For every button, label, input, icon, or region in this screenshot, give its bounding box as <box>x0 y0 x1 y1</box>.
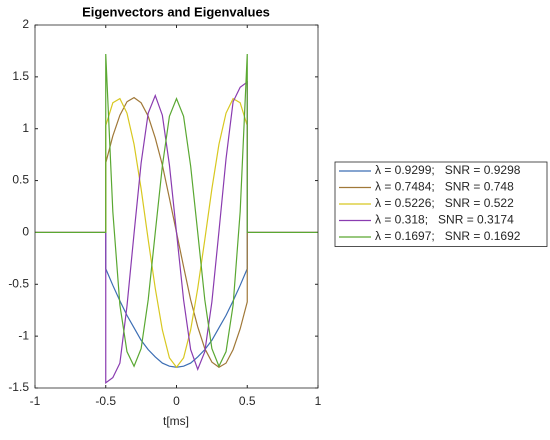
legend-label: λ = 0.318; SNR = 0.3174 <box>375 213 514 227</box>
chart-title: Eigenvectors and Eigenvalues <box>82 4 270 19</box>
legend-label: λ = 0.7484; SNR = 0.748 <box>375 180 514 194</box>
x-tick-label: 0.5 <box>239 394 256 408</box>
legend-box <box>334 161 548 247</box>
legend-label: λ = 0.9299; SNR = 0.9298 <box>375 163 521 177</box>
data-line <box>35 54 318 368</box>
x-tick-label: -0.5 <box>95 394 116 408</box>
legend-label: λ = 0.1697; SNR = 0.1692 <box>375 229 521 243</box>
y-tick-label: 2 <box>22 17 29 31</box>
y-tick-label: 0 <box>22 225 29 239</box>
plot-area <box>35 25 318 388</box>
data-line <box>35 80 318 384</box>
y-tick-label: 1.5 <box>12 69 29 83</box>
y-tick-label: -1 <box>18 328 29 342</box>
y-tick-label: -0.5 <box>8 276 29 290</box>
axes-box <box>34 24 319 389</box>
y-tick-label: 0.5 <box>12 173 29 187</box>
x-tick-label: 0 <box>173 394 180 408</box>
legend-label: λ = 0.5226; SNR = 0.522 <box>375 196 514 210</box>
x-axis-label: t[ms] <box>163 414 189 428</box>
data-line <box>35 97 318 369</box>
y-tick-label: 1 <box>22 121 29 135</box>
x-tick-label: -1 <box>30 394 41 408</box>
y-tick-label: -1.5 <box>8 380 29 394</box>
x-tick-label: 1 <box>315 394 322 408</box>
